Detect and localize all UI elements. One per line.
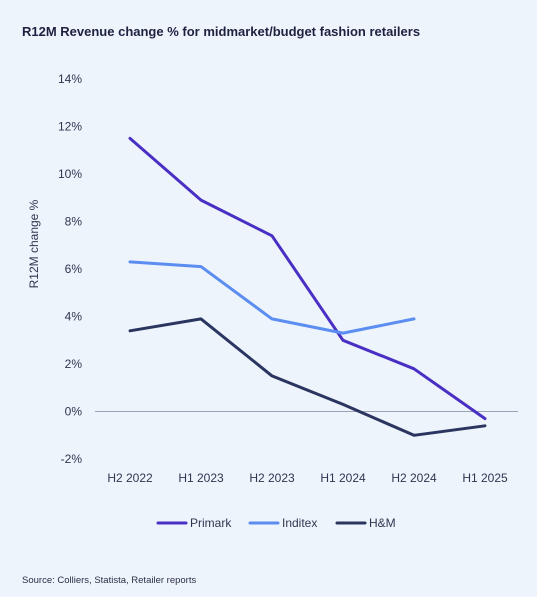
y-tick-label: 0% [65, 405, 83, 419]
x-tick-label: H1 2025 [462, 471, 508, 485]
line-chart: -2%0%2%4%6%8%10%12%14% H2 2022 H1 2023 H2 … [27, 72, 518, 530]
chart-title: R12M Revenue change % for midmarket/budg… [22, 24, 421, 39]
y-tick-label: 14% [58, 72, 82, 86]
y-tick-label: 10% [58, 167, 82, 181]
x-tick-label: H1 2023 [178, 471, 224, 485]
legend-label-inditex: Inditex [282, 516, 317, 530]
series-line-primark [128, 136, 487, 421]
legend-label-h-m: H&M [369, 516, 396, 530]
x-tick-label: H1 2024 [320, 471, 366, 485]
y-tick-label: 12% [58, 120, 82, 134]
x-axis: H2 2022 H1 2023 H2 2023 H1 2024 H2 2024 H1 20… [107, 471, 508, 485]
y-tick-label: 8% [65, 215, 83, 229]
x-tick-label: H2 2023 [249, 471, 295, 485]
x-tick-label: H2 2024 [391, 471, 437, 485]
y-tick-label: 2% [65, 357, 83, 371]
legend: Primark Inditex H&M [156, 516, 396, 530]
legend-label-primark: Primark [190, 516, 232, 530]
series-line-inditex [128, 260, 416, 335]
y-tick-label: 4% [65, 310, 83, 324]
x-tick-label: H2 2022 [107, 471, 153, 485]
y-tick-label: -2% [61, 452, 83, 466]
y-axis-title: R12M change % [27, 199, 41, 288]
y-axis: -2% 0% 2% 4% 6% 8% 10% 12% 14% [58, 72, 82, 466]
y-tick-label: 6% [65, 262, 83, 276]
series-lines [128, 136, 487, 437]
source-note: Source: Colliers, Statista, Retailer rep… [22, 575, 197, 586]
series-line-h-m [128, 317, 487, 437]
